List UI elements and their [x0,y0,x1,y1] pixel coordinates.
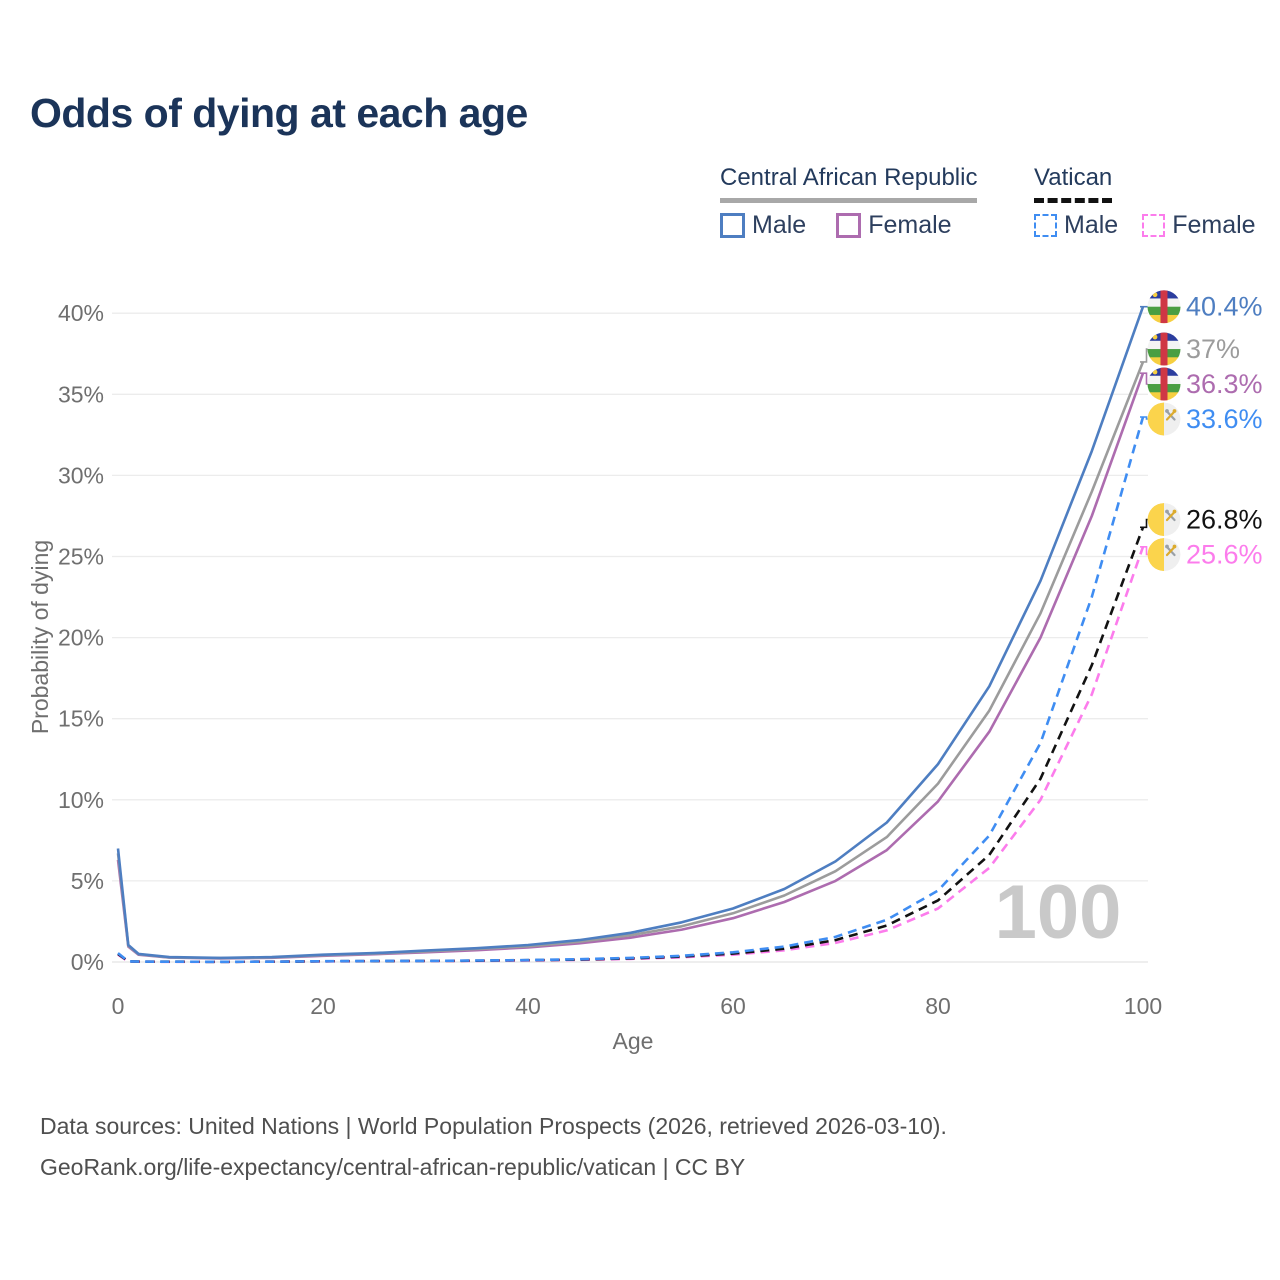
vatican-female-end-label: 25.6% [1186,540,1263,570]
y-tick-label: 0% [71,949,104,975]
legend-item-vatican-male[interactable]: Male [1034,211,1118,240]
x-tick-label: 40 [515,993,541,1019]
x-tick-label: 20 [310,993,336,1019]
x-tick-label: 60 [720,993,746,1019]
vatican-flag-icon [1147,503,1181,537]
y-tick-label: 40% [58,300,104,326]
y-tick-label: 20% [58,625,104,651]
legend-label: Female [1172,211,1256,239]
y-tick-label: 10% [58,787,104,813]
vatican-total-line [117,526,1145,964]
legend-item-car-female[interactable]: Female [836,211,952,240]
y-tick-label: 35% [58,381,104,407]
legend-country-label-car: Central African Republic [720,164,978,203]
vatican-flag-icon [1147,402,1181,436]
legend-item-vatican-female[interactable]: Female [1142,211,1256,240]
central-african-republic-total-end-label: 37% [1186,334,1240,364]
vatican-male-swatch [1034,214,1057,237]
car-flag-icon [1147,290,1181,324]
car-flag-icon [1147,367,1181,401]
source-url-text: GeoRank.org/life-expectancy/central-afri… [40,1154,746,1180]
legend-group-central-african-republic: Central African Republic Male Female [720,164,978,240]
y-tick-label: 15% [58,706,104,732]
x-tick-label: 100 [1124,993,1162,1019]
y-axis-title: Probability of dying [27,540,53,734]
x-tick-label: 80 [925,993,951,1019]
central-african-republic-female-line [116,372,1145,960]
legend-group-vatican: Vatican Male Female [1034,164,1256,240]
x-tick-label: 0 [112,993,125,1019]
vatican-female-line [117,546,1145,964]
y-tick-label: 25% [58,544,104,570]
watermark-age-100: 100 [995,870,1122,955]
legend-country-label-vatican: Vatican [1034,164,1113,203]
vatican-male-end-label: 33.6% [1186,404,1263,434]
y-tick-label: 5% [71,868,104,894]
central-african-republic-female-end-label: 36.3% [1186,369,1263,399]
vatican-male-line [117,416,1145,964]
central-african-republic-male-end-label: 40.4% [1186,292,1263,322]
footer: Data sources: United Nations | World Pop… [40,1106,947,1188]
x-axis-title: Age [613,1028,654,1054]
legend-label: Male [752,211,807,239]
y-tick-label: 30% [58,462,104,488]
vatican-female-swatch [1142,214,1166,237]
car-male-swatch [720,213,745,238]
vatican-flag-icon [1147,538,1181,572]
page-title: Odds of dying at each age [30,90,528,136]
central-african-republic-male-line [116,306,1145,960]
data-sources-text: Data sources: United Nations | World Pop… [40,1113,947,1139]
car-female-swatch [836,213,862,238]
vatican-total-end-label: 26.8% [1186,505,1263,535]
legend-label: Female [868,211,952,239]
legend-label: Male [1064,211,1119,239]
car-flag-icon [1147,332,1181,366]
legend-item-car-male[interactable]: Male [720,211,806,240]
